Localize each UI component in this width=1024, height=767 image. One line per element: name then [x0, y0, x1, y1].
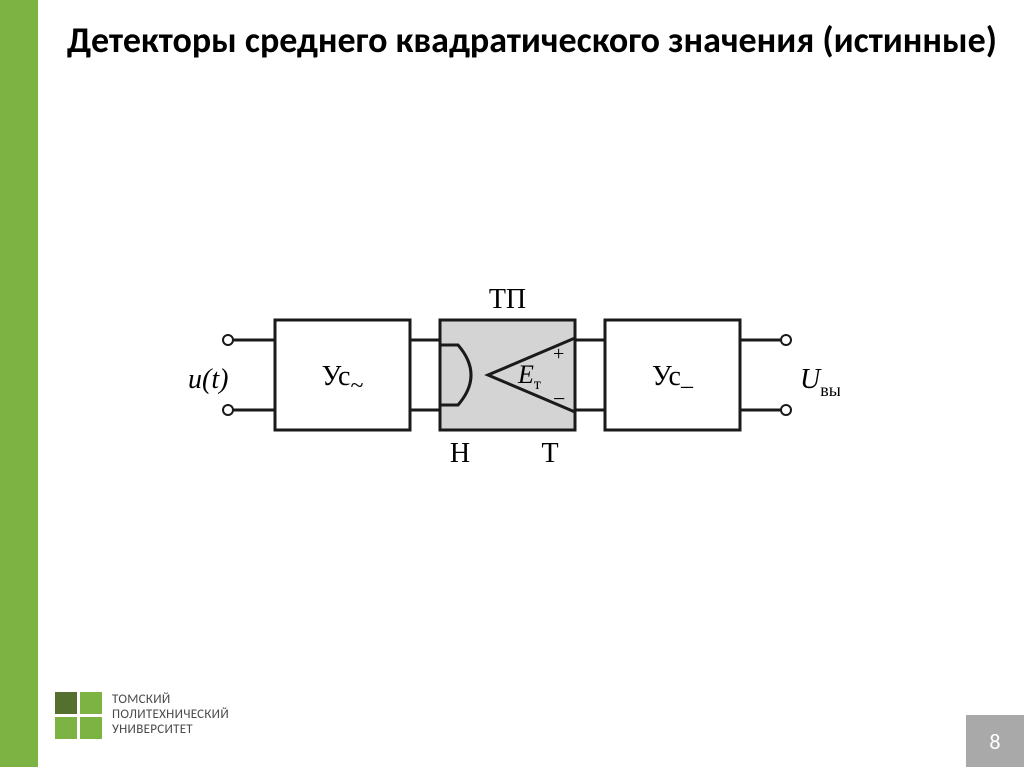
- svg-text:Т: Т: [541, 438, 558, 469]
- svg-text:Uвых: Uвых: [800, 364, 840, 400]
- svg-text:ТП: ТП: [489, 284, 526, 315]
- logo-text: ТОМСКИЙ ПОЛИТЕХНИЧЕСКИЙ УНИВЕРСИТЕТ: [112, 693, 229, 738]
- page-number-box: 8: [966, 715, 1024, 767]
- logo-sq-1: [80, 692, 102, 714]
- svg-text:u(t): u(t): [188, 364, 228, 395]
- logo-line1: ТОМСКИЙ: [112, 693, 229, 708]
- logo-sq-3: [80, 717, 102, 739]
- sidebar-accent: [0, 0, 38, 767]
- footer-logo: ТОМСКИЙ ПОЛИТЕХНИЧЕСКИЙ УНИВЕРСИТЕТ: [55, 692, 229, 739]
- logo-sq-2: [55, 717, 77, 739]
- logo-line2: ПОЛИТЕХНИЧЕСКИЙ: [112, 708, 229, 723]
- logo-line3: УНИВЕРСИТЕТ: [112, 723, 229, 738]
- slide-title: Детекторы среднего квадратического значе…: [60, 20, 1004, 61]
- svg-text:+: +: [553, 343, 564, 365]
- page-number: 8: [989, 728, 1000, 755]
- svg-text:Н: Н: [450, 438, 470, 469]
- svg-text:−: −: [553, 386, 565, 411]
- logo-squares: [55, 692, 102, 739]
- logo-sq-0: [55, 692, 77, 714]
- block-diagram: u(t)UвыхУс~Ус–ТПНТEт+−: [180, 270, 840, 500]
